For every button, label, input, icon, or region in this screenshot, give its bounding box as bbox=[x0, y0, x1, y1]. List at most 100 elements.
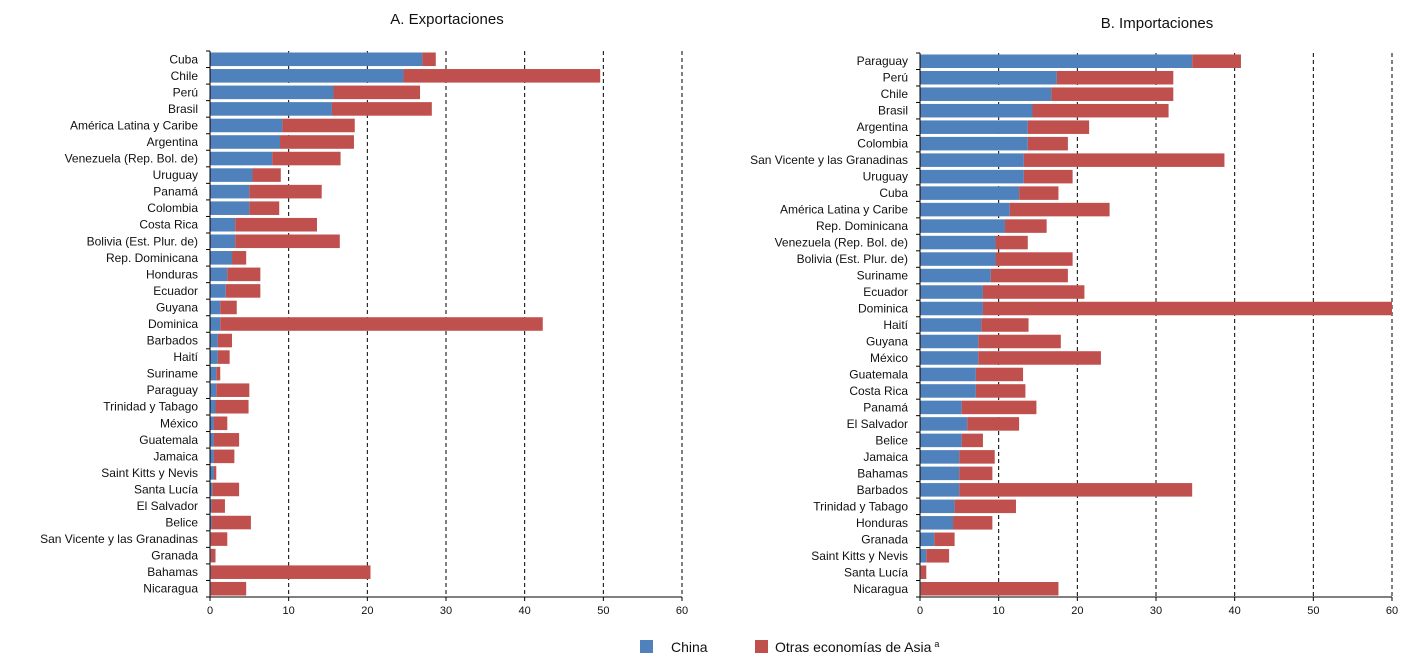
bar-exp-china-17 bbox=[210, 333, 218, 348]
category-label-imp-32: Nicaragua bbox=[853, 582, 908, 596]
bar-imp-otras-13 bbox=[990, 268, 1068, 283]
legend: China Otras economías de Asia a bbox=[640, 639, 939, 655]
bar-imp-china-7 bbox=[920, 169, 1024, 184]
bar-imp-otras-26 bbox=[959, 483, 1193, 497]
bar-exp-china-28 bbox=[210, 515, 212, 530]
category-label-exp-0: Cuba bbox=[169, 52, 198, 66]
bar-exp-china-15 bbox=[210, 300, 221, 315]
bar-imp-otras-31 bbox=[920, 565, 927, 580]
bar-exp-china-14 bbox=[210, 284, 226, 298]
category-label-imp-24: Jamaica bbox=[863, 450, 908, 464]
bar-imp-china-18 bbox=[920, 351, 979, 365]
category-label-imp-29: Granada bbox=[861, 532, 908, 546]
category-label-imp-25: Bahamas bbox=[857, 466, 908, 480]
bar-exp-china-24 bbox=[210, 449, 214, 464]
category-label-exp-27: El Salvador bbox=[137, 499, 198, 513]
category-label-imp-13: Suriname bbox=[857, 269, 909, 283]
bar-imp-otras-5 bbox=[1027, 136, 1068, 151]
panel-exportaciones: Cuba Chile Perú Brasil América Latina y Cari… bbox=[40, 50, 688, 617]
category-label-exp-17: Barbados bbox=[147, 334, 198, 348]
legend-swatch-otras bbox=[755, 640, 768, 653]
bar-imp-china-9 bbox=[920, 202, 1010, 217]
x-tick-label-exp-60: 60 bbox=[676, 605, 688, 617]
bar-exp-otras-16 bbox=[220, 317, 543, 331]
bar-exp-otras-21 bbox=[215, 399, 249, 414]
category-label-imp-31: Santa Lucía bbox=[844, 565, 908, 579]
category-label-exp-30: Granada bbox=[151, 549, 198, 563]
bar-imp-otras-3 bbox=[1032, 103, 1169, 118]
bar-exp-otras-4 bbox=[282, 118, 355, 133]
bar-imp-china-20 bbox=[920, 384, 976, 398]
category-label-exp-1: Chile bbox=[171, 69, 199, 83]
bar-exp-otras-1 bbox=[403, 69, 601, 83]
bar-exp-china-12 bbox=[210, 251, 233, 265]
category-label-exp-15: Guyana bbox=[156, 300, 198, 314]
bar-exp-otras-15 bbox=[220, 300, 237, 315]
bar-exp-otras-5 bbox=[280, 135, 354, 149]
bar-imp-china-23 bbox=[920, 433, 962, 448]
bar-exp-otras-30 bbox=[210, 548, 216, 563]
bar-imp-otras-22 bbox=[967, 417, 1020, 431]
bar-imp-otras-18 bbox=[978, 351, 1101, 365]
bar-exp-china-20 bbox=[210, 383, 217, 397]
bar-exp-china-4 bbox=[210, 118, 283, 133]
bar-imp-otras-15 bbox=[982, 301, 1392, 316]
category-label-exp-18: Haití bbox=[173, 350, 198, 364]
bar-exp-china-16 bbox=[210, 317, 221, 331]
bar-exp-otras-22 bbox=[213, 416, 228, 431]
category-label-exp-21: Trinidad y Tabago bbox=[103, 400, 198, 414]
category-label-exp-7: Uruguay bbox=[153, 168, 198, 182]
category-label-imp-4: Argentina bbox=[857, 120, 909, 134]
bar-exp-otras-17 bbox=[217, 333, 233, 348]
bar-exp-otras-32 bbox=[210, 581, 247, 596]
bar-exp-otras-6 bbox=[272, 151, 341, 166]
category-label-exp-28: Belice bbox=[165, 516, 198, 530]
bar-imp-otras-12 bbox=[995, 252, 1073, 266]
category-label-exp-13: Honduras bbox=[146, 267, 198, 281]
category-label-exp-20: Paraguay bbox=[147, 383, 198, 397]
bar-exp-china-13 bbox=[210, 267, 228, 282]
bar-exp-otras-2 bbox=[333, 85, 421, 100]
x-tick-label-exp-10: 10 bbox=[283, 605, 295, 617]
bar-imp-otras-10 bbox=[1004, 219, 1047, 233]
category-label-exp-3: Brasil bbox=[168, 102, 198, 116]
category-label-exp-26: Santa Lucía bbox=[134, 482, 198, 496]
panel-importaciones: Paraguay Perú Chile Brasil Argentina Colombia… bbox=[750, 52, 1398, 617]
category-label-exp-23: Guatemala bbox=[139, 433, 198, 447]
bar-exp-otras-7 bbox=[252, 168, 281, 182]
category-label-exp-12: Rep. Dominicana bbox=[106, 251, 198, 265]
bar-exp-china-22 bbox=[210, 416, 214, 431]
bar-exp-otras-29 bbox=[210, 532, 228, 546]
category-label-imp-6: San Vicente y las Granadinas bbox=[750, 153, 908, 167]
bar-imp-otras-6 bbox=[1023, 153, 1225, 167]
bar-imp-china-13 bbox=[920, 268, 991, 283]
bar-exp-otras-26 bbox=[212, 482, 240, 497]
category-label-imp-3: Brasil bbox=[878, 104, 908, 118]
bar-imp-otras-23 bbox=[961, 433, 983, 448]
bar-imp-otras-19 bbox=[975, 367, 1024, 382]
category-label-exp-16: Dominica bbox=[148, 317, 198, 331]
legend-swatch-china bbox=[640, 640, 653, 653]
x-tick-label-exp-50: 50 bbox=[597, 605, 609, 617]
bar-imp-otras-27 bbox=[954, 499, 1016, 514]
bar-exp-china-26 bbox=[210, 482, 213, 497]
title-exportaciones: A. Exportaciones bbox=[390, 11, 503, 28]
title-importaciones: B. Importaciones bbox=[1101, 15, 1214, 32]
bar-imp-china-24 bbox=[920, 450, 960, 464]
bar-exp-otras-10 bbox=[235, 217, 317, 232]
bar-imp-otras-30 bbox=[926, 549, 950, 563]
bar-imp-otras-8 bbox=[1019, 186, 1059, 200]
x-tick-label-imp-0: 0 bbox=[917, 605, 923, 617]
bar-exp-otras-9 bbox=[249, 201, 280, 215]
bar-exp-otras-20 bbox=[216, 383, 250, 397]
x-tick-label-imp-40: 40 bbox=[1229, 605, 1241, 617]
category-label-exp-19: Suriname bbox=[147, 367, 199, 381]
bar-imp-otras-24 bbox=[959, 450, 995, 464]
bar-imp-otras-11 bbox=[995, 235, 1028, 250]
category-label-imp-10: Rep. Dominicana bbox=[816, 219, 908, 233]
bar-exp-otras-11 bbox=[235, 234, 340, 249]
bar-imp-otras-29 bbox=[934, 532, 955, 547]
bar-exp-otras-3 bbox=[331, 102, 432, 116]
category-label-exp-10: Costa Rica bbox=[139, 218, 198, 232]
